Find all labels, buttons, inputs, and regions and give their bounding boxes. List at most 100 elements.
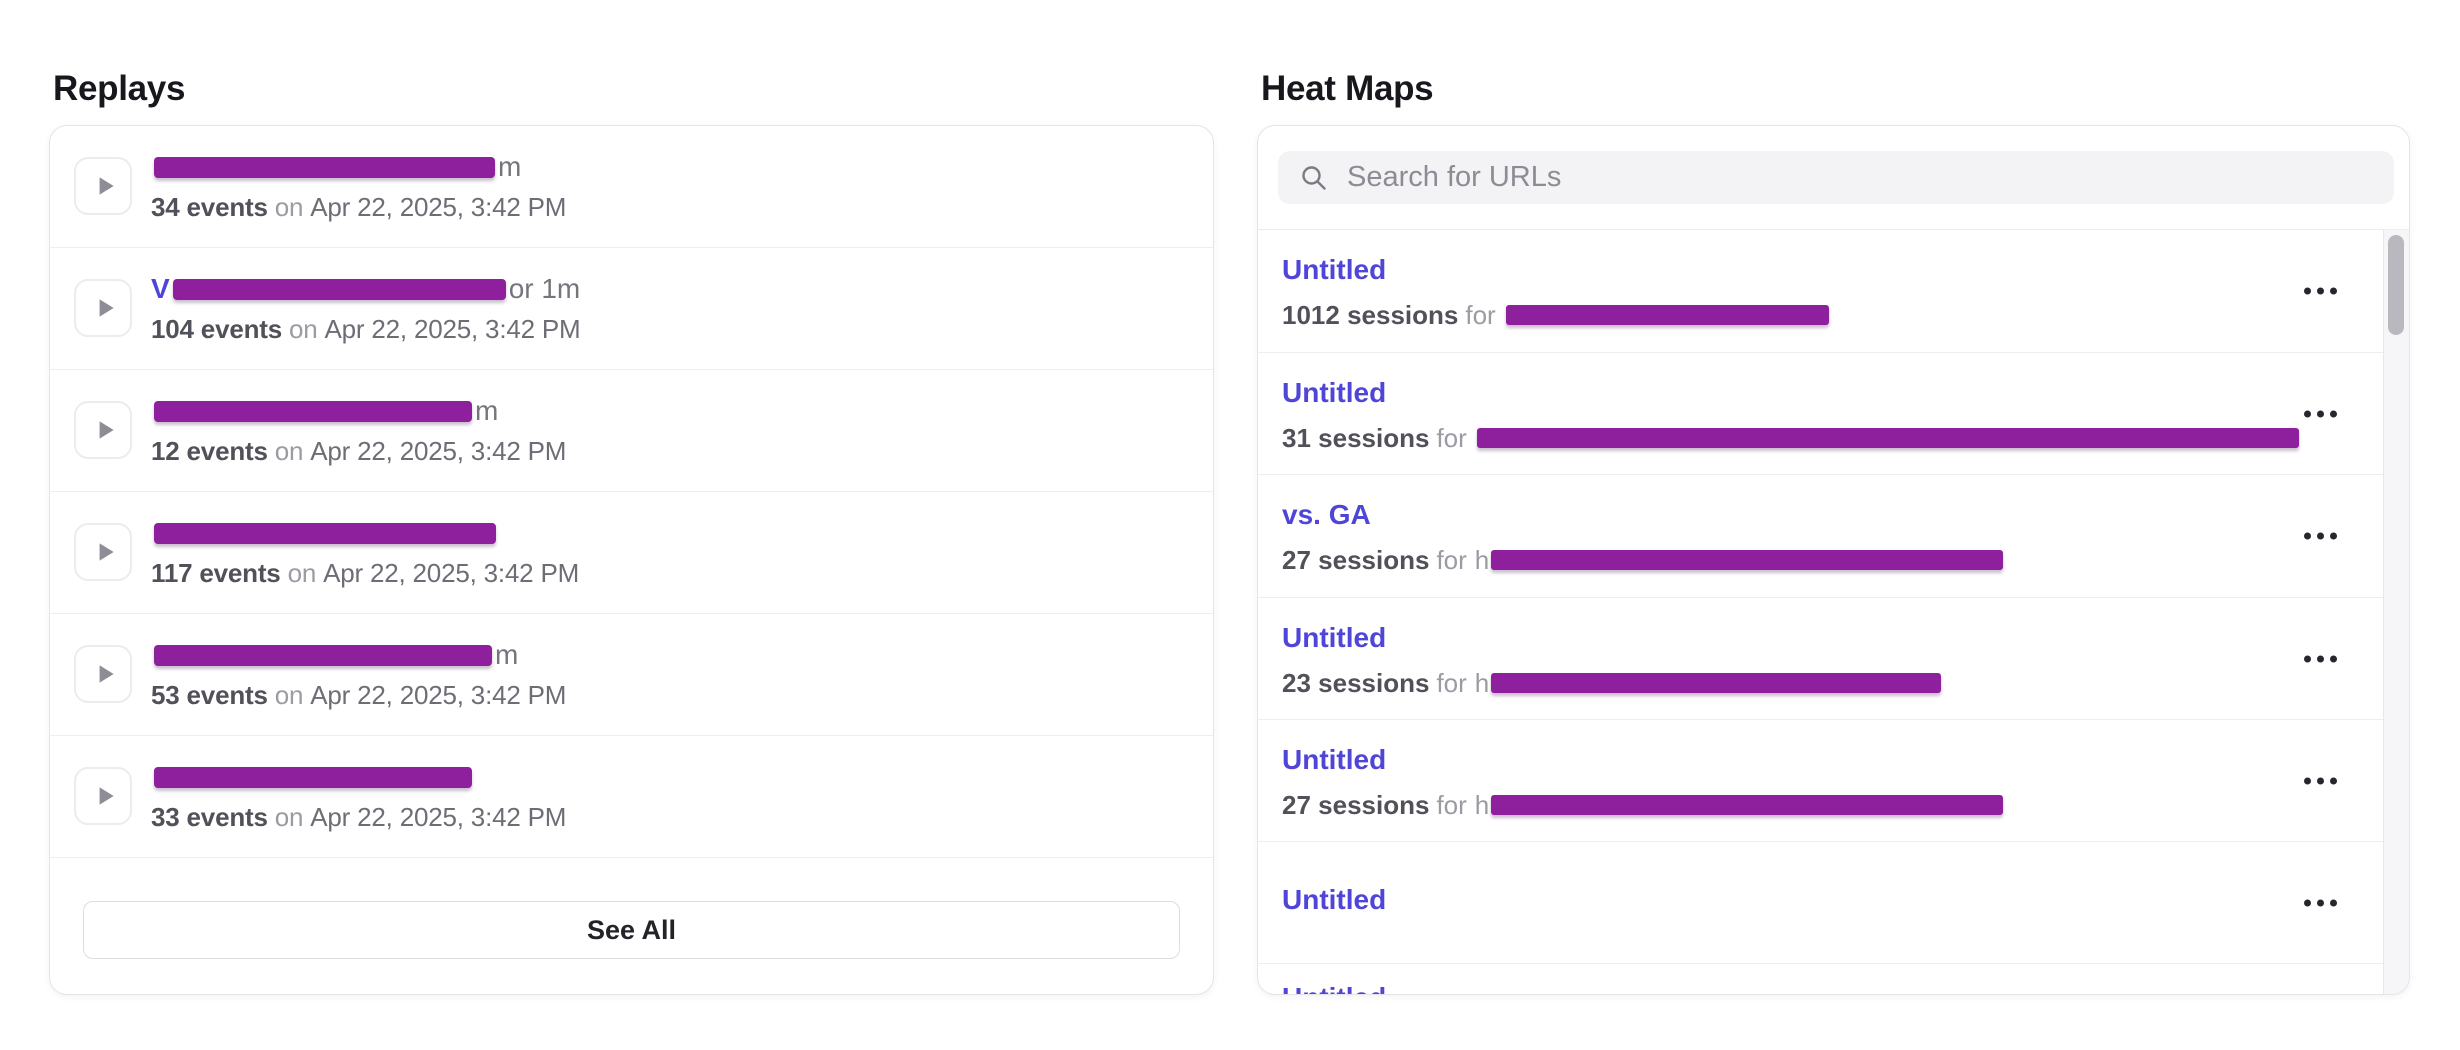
play-icon (99, 177, 114, 195)
play-button[interactable] (74, 401, 132, 459)
visit-duration-fragment: m (498, 151, 522, 182)
see-all-button[interactable]: See All (83, 901, 1180, 959)
redaction-bar (1505, 305, 1829, 325)
heatmap-row-clipped: Untitled (1258, 964, 2385, 994)
event-count: 33 events (151, 802, 268, 832)
name-fragment: V (151, 273, 170, 304)
heatmap-link[interactable]: Untitled (1282, 884, 1387, 915)
heatmap-link[interactable]: Untitled (1282, 744, 1387, 775)
url-fragment: h (1474, 544, 1490, 575)
heatmap-link[interactable]: vs. GA (1282, 499, 1371, 530)
event-count: 117 events (151, 558, 281, 588)
heatmap-row: Untitled 1012 sessions for (1258, 230, 2385, 353)
play-button[interactable] (74, 767, 132, 825)
url-fragment: h (1474, 789, 1490, 820)
play-button[interactable] (74, 157, 132, 215)
replay-row: m 12 events on Apr 22, 2025, 3:42 PM (50, 370, 1213, 492)
ellipsis-icon (2304, 287, 2311, 295)
replay-row: V or 1m 104 events on Apr 22, 2025, 3:42… (50, 248, 1213, 370)
session-count: 31 sessions (1282, 422, 1430, 453)
more-options-button[interactable] (2292, 521, 2349, 552)
meta-for-word: for (1436, 789, 1467, 820)
meta-on-word: on (287, 558, 317, 588)
event-count: 12 events (151, 436, 268, 466)
play-icon (99, 421, 114, 439)
replay-row: m 34 events on Apr 22, 2025, 3:42 PM (50, 126, 1213, 248)
more-options-button[interactable] (2292, 276, 2349, 307)
replay-timestamp: Apr 22, 2025, 3:42 PM (310, 192, 567, 222)
redaction-bar (154, 400, 472, 422)
session-count: 27 sessions (1282, 789, 1430, 820)
redaction-bar (154, 644, 492, 666)
meta-on-word: on (274, 802, 304, 832)
heatmap-meta: 23 sessions for h (1282, 667, 1942, 698)
redaction-bar (172, 278, 506, 300)
heatmap-link[interactable]: Untitled (1282, 377, 1387, 408)
play-icon (99, 543, 114, 561)
ellipsis-icon (2304, 410, 2311, 417)
visit-duration-fragment: m (495, 639, 519, 670)
replay-meta: 34 events on Apr 22, 2025, 3:42 PM (151, 192, 566, 223)
meta-for-word: for (1465, 299, 1496, 330)
replay-timestamp: Apr 22, 2025, 3:42 PM (310, 802, 567, 832)
meta-on-word: on (274, 680, 304, 710)
play-button[interactable] (74, 279, 132, 337)
heatmap-meta: 1012 sessions for (1282, 300, 1829, 330)
heatmap-row: Untitled 27 sessions for h (1258, 720, 2385, 842)
redaction-bar (1476, 428, 2299, 448)
heatmap-row: Untitled 23 sessions for h (1258, 598, 2385, 720)
scrollbar-track[interactable] (2383, 230, 2409, 994)
event-count: 34 events (151, 192, 268, 222)
more-options-button[interactable] (2292, 887, 2349, 918)
search-input[interactable] (1345, 160, 2380, 195)
ellipsis-icon (2304, 777, 2311, 784)
heatmap-link[interactable]: Untitled (1282, 254, 1387, 285)
session-count: 27 sessions (1282, 544, 1430, 575)
heatmap-row: Untitled 31 sessions for (1258, 353, 2385, 475)
replays-panel: m 34 events on Apr 22, 2025, 3:42 PM V o… (49, 125, 1214, 995)
more-options-button[interactable] (2292, 398, 2349, 429)
redaction-bar (1491, 795, 2004, 815)
play-icon (99, 787, 114, 805)
heatmap-row: Untitled (1258, 842, 2385, 964)
replay-meta: 104 events on Apr 22, 2025, 3:42 PM (151, 314, 581, 345)
redaction-bar (154, 766, 472, 788)
heatmap-row: vs. GA 27 sessions for h (1258, 475, 2385, 598)
heatmap-meta: 31 sessions for (1282, 423, 2299, 453)
meta-for-word: for (1436, 544, 1467, 575)
visitor-name-redacted (151, 758, 475, 796)
scrollbar-thumb[interactable] (2388, 235, 2404, 335)
visitor-name-redacted: m (151, 392, 498, 430)
replay-meta: 53 events on Apr 22, 2025, 3:42 PM (151, 680, 566, 711)
redaction-bar (154, 156, 495, 178)
heatmaps-section-title: Heat Maps (1261, 69, 1434, 109)
visitor-name-redacted: V or 1m (151, 270, 580, 308)
replay-row: 117 events on Apr 22, 2025, 3:42 PM (50, 492, 1213, 614)
url-search-box (1278, 151, 2394, 204)
visitor-name-redacted: m (151, 148, 521, 186)
heatmap-link[interactable]: Untitled (1282, 982, 1386, 994)
meta-on-word: on (288, 314, 318, 344)
session-count: 23 sessions (1282, 667, 1430, 698)
meta-for-word: for (1436, 422, 1467, 453)
heatmap-list: Untitled 1012 sessions for Untitled 31 s… (1258, 230, 2385, 994)
url-fragment: h (1474, 667, 1490, 698)
redaction-bar (1491, 673, 1942, 693)
replay-timestamp: Apr 22, 2025, 3:42 PM (310, 680, 567, 710)
redaction-bar (154, 522, 496, 544)
replay-meta: 12 events on Apr 22, 2025, 3:42 PM (151, 436, 566, 467)
ellipsis-icon (2304, 532, 2311, 540)
divider (1258, 229, 2409, 230)
heatmap-meta: 27 sessions for h (1282, 789, 2004, 820)
visitor-name-redacted (151, 514, 499, 552)
play-icon (99, 299, 114, 317)
event-count: 53 events (151, 680, 268, 710)
play-button[interactable] (74, 523, 132, 581)
more-options-button[interactable] (2292, 765, 2349, 796)
heatmap-link[interactable]: Untitled (1282, 622, 1387, 653)
play-button[interactable] (74, 645, 132, 703)
heatmap-meta: 27 sessions for h (1282, 544, 2004, 575)
heatmaps-panel: Untitled 1012 sessions for Untitled 31 s… (1257, 125, 2410, 995)
more-options-button[interactable] (2292, 643, 2349, 674)
visit-duration-fragment: m (475, 395, 499, 426)
